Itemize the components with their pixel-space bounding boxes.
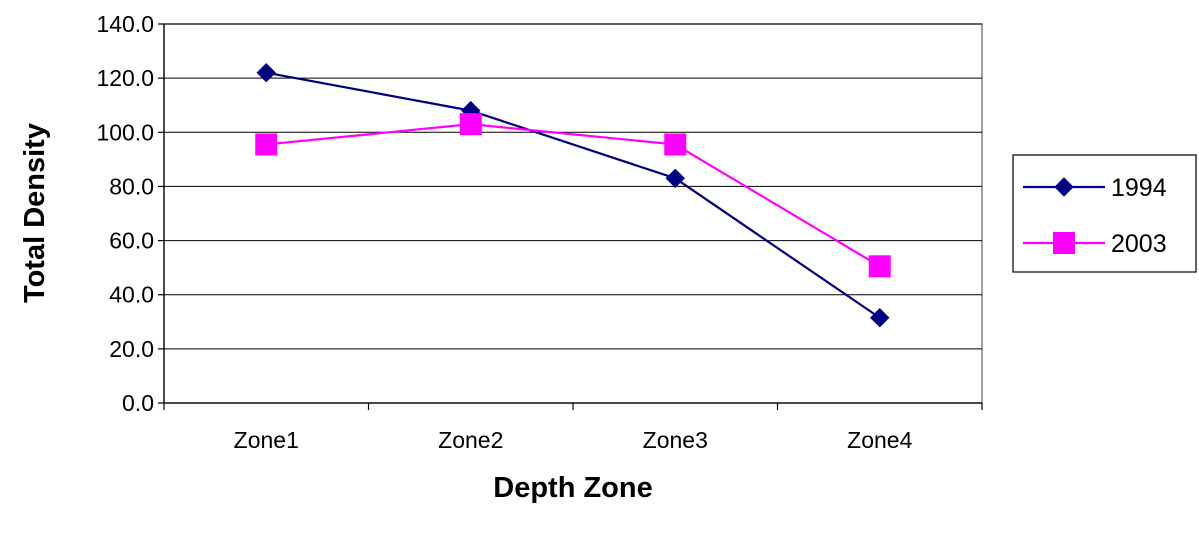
plot-area <box>163 23 983 404</box>
x-axis-title: Depth Zone <box>493 472 653 504</box>
legend-label-2003: 2003 <box>1111 230 1167 258</box>
y-tick-label: 100.0 <box>96 119 154 145</box>
series-2003 <box>255 113 891 278</box>
data-point-1994 <box>870 308 890 328</box>
data-point-1994 <box>665 168 685 189</box>
series-line-1994 <box>266 71 881 319</box>
y-tick-label: 60.0 <box>109 228 154 254</box>
data-point-2003 <box>459 113 482 136</box>
x-tick-label: Zone1 <box>234 427 299 453</box>
legend-label-1994: 1994 <box>1111 174 1167 202</box>
legend: 1994 2003 <box>1012 154 1197 273</box>
legend-marker-1994 <box>1054 177 1074 197</box>
series-line-2003 <box>266 123 881 268</box>
legend-marker-2003 <box>1053 232 1075 254</box>
y-tick-label: 140.0 <box>96 11 154 37</box>
y-tick-label: 20.0 <box>109 336 154 362</box>
y-tick-label: 40.0 <box>109 282 154 308</box>
y-axis-title: Total Density <box>19 123 51 303</box>
series-group <box>255 63 891 328</box>
data-point-2003 <box>255 133 278 156</box>
y-tick-label: 80.0 <box>109 173 154 199</box>
x-tick-label: Zone3 <box>643 427 708 453</box>
y-tick-label: 0.0 <box>122 390 154 416</box>
y-axis-ticks: 0.0 20.0 40.0 60.0 80.0 100.0 120.0 140.0 <box>96 11 164 416</box>
y-tick-label: 120.0 <box>96 65 154 91</box>
x-tick-label: Zone2 <box>438 427 503 453</box>
x-tick-label: Zone4 <box>847 427 912 453</box>
data-point-1994 <box>256 63 276 83</box>
legend-box <box>1012 154 1197 273</box>
data-point-2003 <box>664 133 687 156</box>
data-point-2003 <box>868 255 891 278</box>
x-axis-ticks: Zone1 Zone2 Zone3 Zone4 <box>163 403 983 453</box>
